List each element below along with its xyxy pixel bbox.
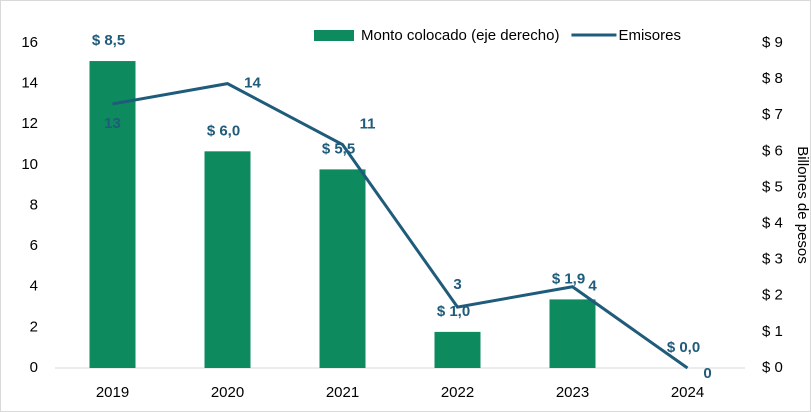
legend-label: Monto colocado (eje derecho) <box>361 27 559 44</box>
y2-tick-label: $ 1 <box>762 323 783 340</box>
y2-tick-label: $ 2 <box>762 287 783 304</box>
line-value-label: 4 <box>588 278 597 295</box>
y2-tick-label: $ 5 <box>762 178 783 195</box>
y-tick-label: 4 <box>30 278 38 295</box>
y2-tick-label: $ 8 <box>762 70 783 87</box>
line-value-label: 3 <box>453 276 461 293</box>
y2-tick-label: $ 6 <box>762 142 783 159</box>
y-tick-label: 12 <box>21 115 38 132</box>
bar <box>319 169 366 368</box>
line <box>112 82 689 370</box>
legend-swatch <box>314 30 354 41</box>
y-tick-label: 16 <box>21 34 38 51</box>
bar-value-label: $ 1,9 <box>552 270 585 287</box>
x-tick-label: 2024 <box>671 384 704 401</box>
y2-tick-label: $ 0 <box>762 359 783 376</box>
y2-tick-label: $ 7 <box>762 106 783 123</box>
line-value-label: 14 <box>244 75 261 92</box>
y2-tick-label: $ 9 <box>762 34 783 51</box>
bar <box>434 331 481 368</box>
y2-tick-label: $ 3 <box>762 251 783 268</box>
bar <box>204 151 251 368</box>
y2-tick-label: $ 4 <box>762 215 783 232</box>
bar-value-label: $ 0,0 <box>667 339 700 356</box>
x-tick-label: 2022 <box>441 384 474 401</box>
bar-value-label: $ 8,5 <box>92 32 125 49</box>
line-value-label: 11 <box>360 116 376 133</box>
x-tick-label: 2023 <box>556 384 589 401</box>
y-tick-label: 14 <box>21 75 38 92</box>
x-tick-label: 2021 <box>326 384 359 401</box>
bar <box>549 299 596 368</box>
y-tick-label: 6 <box>30 237 38 254</box>
y2-axis-label: Billones de pesos <box>794 146 811 264</box>
y-tick-label: 0 <box>30 359 38 376</box>
y-tick-label: 10 <box>21 156 38 173</box>
bar <box>89 61 136 369</box>
line-value-label: 0 <box>703 365 711 382</box>
x-tick-label: 2019 <box>96 384 129 401</box>
y-tick-label: 2 <box>30 318 38 335</box>
line-value-label: 13 <box>104 115 121 132</box>
x-tick-label: 2020 <box>211 384 244 401</box>
y-tick-label: 8 <box>30 196 38 213</box>
bar-value-label: $ 6,0 <box>207 122 240 139</box>
legend-label: Emisores <box>618 27 681 44</box>
